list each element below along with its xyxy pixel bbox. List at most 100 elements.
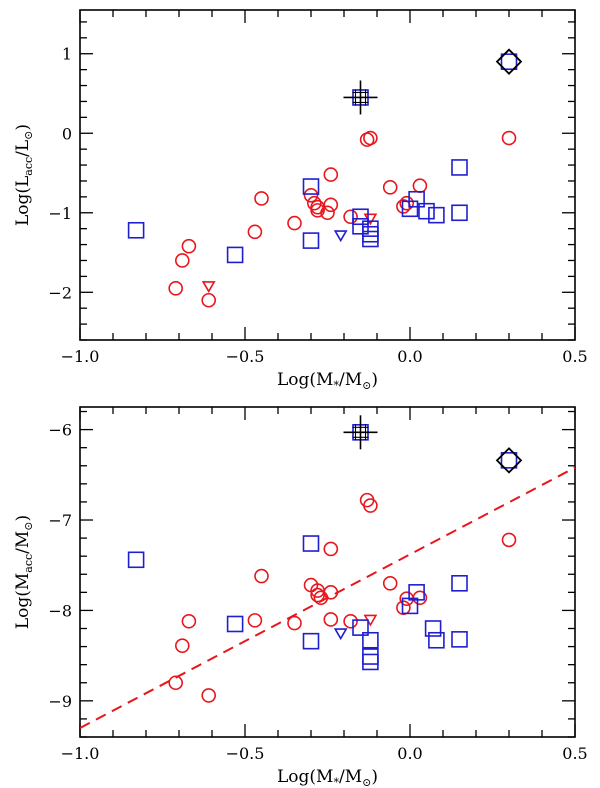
data-point (396, 600, 411, 616)
data-point (382, 180, 398, 195)
y-tick-label: −2 (48, 283, 72, 302)
square-marker (451, 159, 468, 176)
data-point (333, 628, 348, 641)
square-marker (451, 631, 468, 648)
triangle-marker (333, 230, 348, 243)
square-marker (451, 204, 468, 222)
series-square-crosshair (343, 415, 378, 450)
axis-label-main: Log(L (13, 176, 33, 226)
x-axis-label: Log(M*/M⊙) (277, 767, 378, 788)
data-point (247, 224, 263, 240)
square-marker (302, 232, 320, 249)
circle-marker (306, 195, 322, 211)
data-point (451, 204, 468, 222)
y-tick-label: −1 (48, 204, 72, 223)
axis-label-main: Log(M (277, 767, 333, 787)
axis-label-sub: acc (22, 554, 35, 573)
data-point (428, 206, 445, 224)
data-point (412, 178, 428, 194)
data-point (168, 281, 183, 296)
circle-marker (254, 191, 269, 206)
square-marker (418, 202, 435, 220)
axis-label-end: ) (371, 370, 378, 390)
circle-marker (363, 498, 378, 513)
data-point (362, 230, 379, 248)
x-axis-label: Log(M*/M⊙) (277, 370, 378, 392)
data-point (303, 187, 319, 203)
data-point (181, 238, 197, 254)
square-marker (302, 632, 320, 650)
circle-marker (287, 215, 302, 231)
axis-label-sub: * (333, 776, 339, 788)
diamond-marker (495, 447, 523, 474)
axis-label-sub2: ⊙ (22, 131, 35, 140)
circle-marker (175, 638, 190, 653)
series-circle (168, 130, 517, 308)
square-marker (352, 208, 369, 226)
data-point (352, 208, 369, 226)
x-tick-label: 0.5 (562, 744, 587, 763)
square-marker (424, 620, 442, 637)
circle-marker (323, 585, 339, 600)
data-point (201, 688, 216, 703)
axis-label-mid: /M (339, 767, 362, 787)
data-point (451, 575, 468, 592)
series-square-diamond (495, 447, 523, 474)
data-point (302, 632, 320, 650)
circle-marker (382, 180, 398, 195)
circle-marker (181, 238, 197, 254)
data-point (362, 648, 379, 665)
circle-marker (343, 209, 358, 225)
data-point (127, 551, 145, 569)
circle-marker (363, 130, 378, 146)
circle-marker (310, 203, 325, 218)
data-point (302, 232, 320, 249)
data-point (181, 613, 197, 629)
y-axis-label: Log(Macc/M⊙) (13, 515, 35, 629)
data-point (323, 541, 339, 557)
data-point (501, 130, 517, 146)
data-point (408, 190, 425, 208)
data-point (399, 195, 415, 211)
data-point (127, 221, 145, 239)
circle-marker (501, 130, 517, 146)
square-marker (408, 190, 425, 208)
square-marker (127, 221, 145, 239)
series-triangle-down (333, 230, 348, 243)
axis-label-end: ) (13, 124, 33, 131)
triangle-marker (333, 628, 348, 641)
axis-label-end: ) (13, 515, 33, 522)
axis-label-main: Log(M (13, 573, 33, 629)
data-point (343, 613, 358, 629)
data-point (418, 202, 435, 220)
square-marker (428, 631, 445, 649)
y-tick-label: −9 (48, 692, 72, 711)
data-point (226, 615, 244, 633)
square-marker (362, 631, 379, 649)
data-point (428, 631, 445, 649)
square-marker (408, 584, 425, 601)
axis-label-mid: /M (13, 531, 33, 554)
circle-marker (323, 612, 339, 627)
data-point (247, 613, 263, 628)
data-point (401, 597, 419, 615)
square-marker (362, 230, 379, 248)
data-point (424, 620, 442, 637)
circle-marker (310, 199, 325, 215)
x-tick-label: 0.5 (562, 347, 587, 366)
data-point (382, 576, 398, 591)
data-point (302, 535, 320, 552)
data-point (323, 585, 339, 600)
circle-marker (323, 541, 339, 557)
series-triangle-down (201, 213, 378, 294)
data-point (501, 532, 517, 548)
data-point (287, 615, 302, 631)
data-point (495, 447, 523, 474)
circle-marker (181, 613, 197, 629)
circle-marker (247, 224, 263, 240)
data-point (226, 246, 244, 264)
series-square-diamond (495, 48, 523, 75)
data-point (320, 205, 335, 221)
circle-marker (175, 253, 190, 268)
data-point (287, 215, 302, 231)
